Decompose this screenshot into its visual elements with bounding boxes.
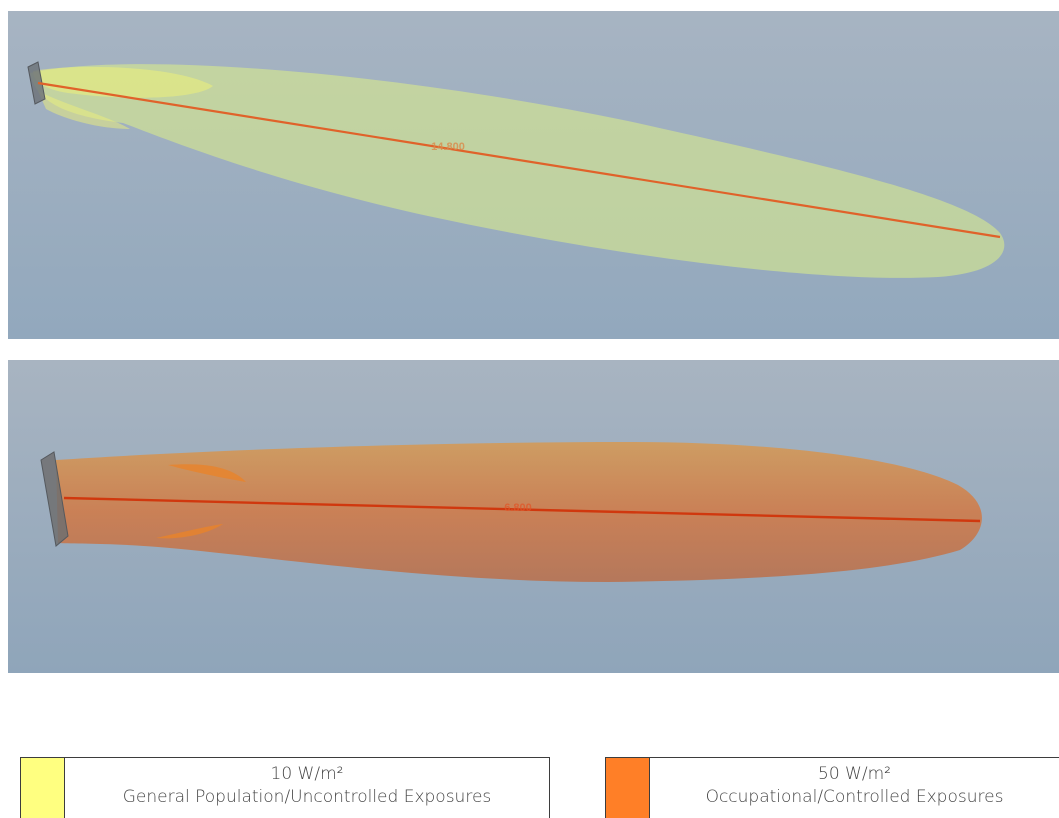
viewport-occupational[interactable]: 6.800 [8, 360, 1059, 673]
viewport-general-population[interactable]: 14.800 [8, 11, 1059, 339]
near-field-streak [168, 464, 246, 482]
near-field-lobe-lower [38, 91, 130, 129]
measurement-line [37, 81, 1001, 239]
exposure-envelope-shape [30, 64, 1005, 278]
scene-occupational: 6.800 [8, 360, 1059, 673]
antenna-icon [27, 61, 46, 105]
legend-swatch-orange [606, 758, 650, 818]
measurement-line [63, 496, 981, 523]
legend-swatch-yellow [21, 758, 65, 818]
antenna-icon [40, 451, 69, 547]
scene-general-population: 14.800 [8, 11, 1059, 339]
legend-value: 10 W/m² [270, 764, 344, 784]
measurement-label: 6.800 [504, 502, 532, 514]
legend-general-population: 10 W/m² General Population/Uncontrolled … [20, 757, 550, 818]
legend-value: 50 W/m² [818, 764, 891, 784]
legend-description: General Population/Uncontrolled Exposure… [122, 787, 492, 807]
exposure-envelope-shape [56, 442, 982, 582]
legend-occupational: 50 W/m² Occupational/Controlled Exposure… [605, 757, 1059, 818]
legend-description: Occupational/Controlled Exposures [705, 787, 1004, 807]
measurement-label: 14.800 [431, 141, 465, 153]
near-field-streak-lower [156, 524, 223, 539]
